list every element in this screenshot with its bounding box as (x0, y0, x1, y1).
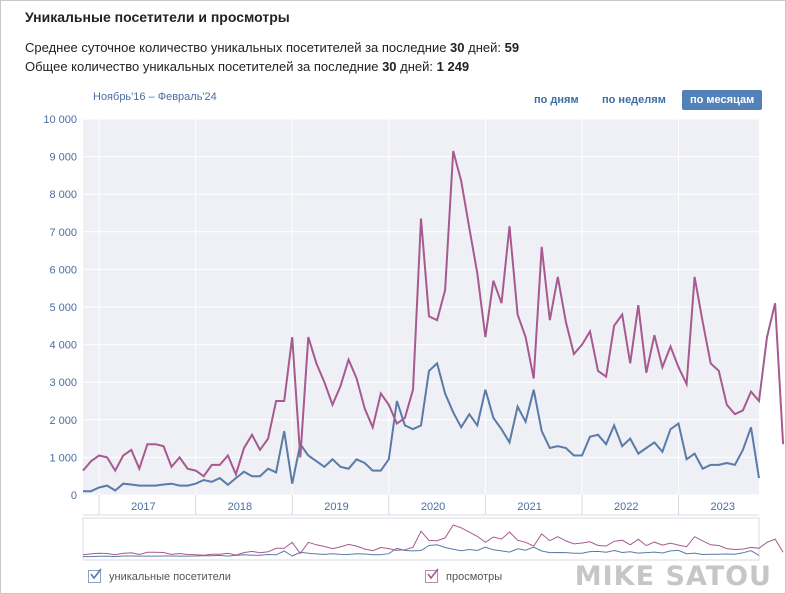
series-line-visitors (83, 361, 760, 493)
y-tick-label: 7 000 (49, 227, 77, 239)
y-tick-label: 1 000 (49, 452, 77, 464)
y-tick-label: 0 (71, 490, 77, 502)
legend-visitors[interactable]: уникальные посетители (88, 568, 231, 583)
x-tick-label: 2022 (614, 501, 638, 513)
x-tick-label: 2020 (421, 501, 445, 513)
legend-views[interactable]: просмотры (425, 568, 503, 583)
x-tick-label: 2019 (324, 501, 348, 513)
checkbox-views[interactable] (425, 568, 439, 583)
check-icon (427, 568, 439, 580)
y-tick-label: 3 000 (49, 377, 77, 389)
navigator-line-visitors (83, 544, 760, 558)
avg-value: 59 (504, 40, 520, 55)
x-tick-label: 2023 (711, 501, 735, 513)
x-tick-label: 2018 (228, 501, 252, 513)
navigator-line-views (82, 524, 784, 556)
avg-daily-visitors-stat: Среднее суточное количество уникальных п… (25, 40, 519, 55)
date-range-label[interactable]: Ноябрь'16 – Февраль'24 (93, 91, 217, 103)
legend-visitors-label: уникальные посетители (109, 570, 231, 583)
y-axis-ticks: 0 1 000 2 000 3 000 4 000 5 000 6 000 7 000 8 00… (43, 114, 77, 502)
legend-views-label: просмотры (446, 570, 503, 583)
series-line-views (82, 150, 785, 478)
avg-days: 30 (450, 40, 465, 55)
y-tick-label: 10 000 (43, 114, 77, 126)
avg-mid: дней: (464, 40, 505, 55)
checkbox-visitors[interactable] (88, 568, 102, 583)
total-prefix: Общее количество уникальных посетителей … (25, 59, 383, 74)
watermark: MIKE SATOU (574, 561, 772, 592)
x-axis-ticks: 2017 2018 2019 2020 2021 2022 2023 (83, 495, 759, 516)
y-tick-label: 5 000 (49, 302, 77, 314)
total-value: 1 249 (436, 59, 470, 74)
y-tick-label: 8 000 (49, 189, 77, 201)
widget-title: Уникальные посетители и просмотры (25, 9, 290, 25)
y-tick-label: 9 000 (49, 152, 77, 164)
y-tick-label: 2 000 (49, 415, 77, 427)
x-tick-label: 2017 (131, 501, 155, 513)
total-days: 30 (382, 59, 397, 74)
y-tick-label: 4 000 (49, 340, 77, 352)
by-days-button[interactable]: по дням (534, 94, 579, 106)
avg-prefix: Среднее суточное количество уникальных п… (25, 40, 451, 55)
y-tick-label: 6 000 (49, 264, 77, 276)
check-icon (90, 568, 102, 580)
total-mid: дней: (396, 59, 437, 74)
total-visitors-stat: Общее количество уникальных посетителей … (25, 59, 469, 74)
x-tick-label: 2021 (517, 501, 541, 513)
by-months-button[interactable]: по месяцам (682, 90, 763, 110)
by-weeks-button[interactable]: по неделям (602, 94, 666, 106)
